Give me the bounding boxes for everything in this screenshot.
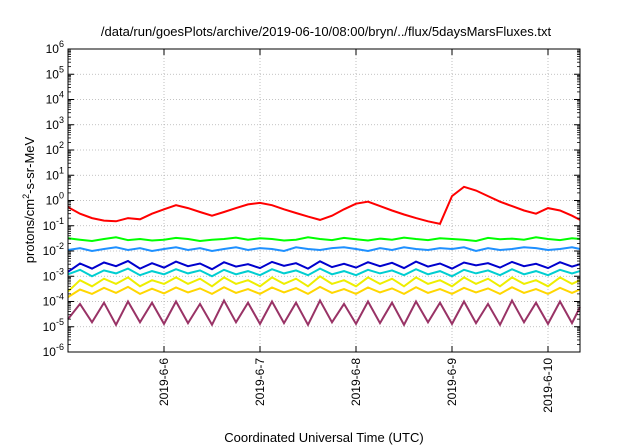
x-axis-label: Coordinated Universal Time (UTC) [224, 430, 423, 445]
x-tick-label: 2019-6-8 [349, 358, 363, 406]
x-tick-label: 2019-6-6 [157, 358, 171, 406]
y-tick-label: 104 [46, 90, 64, 107]
y-axis-label: protons/cm2-s-sr-MeV [21, 136, 37, 263]
x-tick-label: 2019-6-7 [253, 358, 267, 406]
y-tick-label: 106 [46, 39, 64, 56]
y-tick-label: 10-4 [43, 292, 64, 309]
x-tick-label: 2019-6-9 [445, 358, 459, 406]
y-tick-label: 101 [46, 165, 64, 182]
series-line-1 [67, 185, 581, 225]
series-line-3 [67, 246, 581, 253]
y-tick-label: 103 [46, 115, 64, 132]
series-line-7 [67, 285, 581, 298]
series-line-2 [67, 236, 581, 243]
series-layer [67, 185, 581, 327]
series-line-4 [67, 259, 581, 273]
x-axis-ticks: 2019-6-6 2019-6-7 2019-6-8 2019-6-9 2019-6-1… [157, 49, 555, 413]
y-tick-label: 10-2 [43, 241, 64, 258]
y-axis-ticks: 10-6 10-5 10-4 10-3 10-2 10-1 100 101 102 103 104 1… [43, 39, 580, 359]
y-tick-label: 10-5 [43, 317, 64, 334]
chart-title: /data/run/goesPlots/archive/2019-06-10/0… [101, 24, 552, 39]
series-line-5 [67, 267, 581, 278]
y-tick-label: 100 [46, 191, 64, 208]
y-tick-label: 102 [46, 140, 64, 157]
y-tick-label: 105 [46, 64, 64, 81]
y-tick-label: 10-3 [43, 266, 64, 283]
x-tick-label: 2019-6-10 [541, 358, 555, 413]
y-tick-label: 10-6 [43, 342, 64, 359]
series-line-8 [67, 298, 581, 327]
y-tick-label: 10-1 [43, 216, 64, 233]
series-line-6 [67, 275, 581, 293]
grid-lines [68, 49, 580, 352]
